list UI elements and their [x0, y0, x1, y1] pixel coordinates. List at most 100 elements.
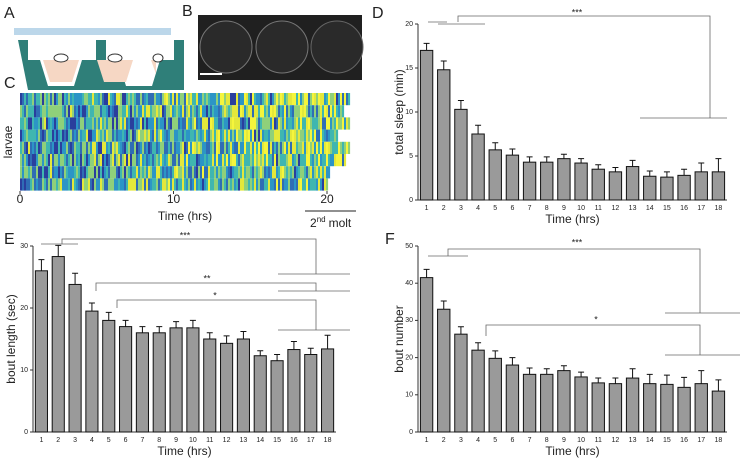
heat-stripe — [146, 178, 149, 191]
heat-stripe — [40, 141, 43, 154]
heat-stripe — [106, 178, 109, 191]
heat-stripe — [310, 178, 313, 191]
heat-stripe — [120, 154, 123, 167]
heat-stripe — [338, 105, 341, 118]
heat-stripe — [128, 141, 131, 154]
x-tick-label: 7 — [140, 437, 144, 444]
heat-stripe — [256, 178, 259, 191]
heat-stripe — [220, 129, 223, 142]
heat-stripe — [176, 105, 179, 118]
y-tick-label: 10 — [405, 109, 413, 116]
heat-stripe — [252, 93, 255, 106]
heat-stripe — [338, 154, 341, 167]
heat-stripe — [348, 117, 351, 130]
bar — [625, 166, 640, 201]
heat-stripe — [294, 166, 297, 179]
y-tick-label: 20 — [405, 354, 413, 361]
heat-stripe — [264, 154, 267, 167]
heat-stripe — [70, 105, 73, 118]
heat-stripe — [196, 117, 199, 130]
heat-stripe — [210, 117, 213, 130]
heat-stripe — [72, 141, 75, 154]
heat-stripe — [70, 178, 73, 191]
heat-stripe — [232, 178, 235, 191]
heat-stripe — [136, 129, 139, 142]
heat-stripe — [326, 178, 329, 191]
x-tick-label: 5 — [107, 437, 111, 444]
heat-stripe — [310, 141, 313, 154]
heat-stripe — [210, 166, 213, 179]
heat-stripe — [230, 141, 233, 154]
heat-stripe — [90, 129, 93, 142]
heat-stripe — [320, 178, 323, 191]
heat-stripe — [322, 117, 325, 130]
heat-stripe — [164, 93, 167, 106]
heat-stripe — [26, 154, 29, 167]
heat-stripe — [236, 166, 239, 179]
heat-stripe — [232, 141, 235, 154]
heat-stripe — [250, 166, 253, 179]
heat-stripe — [222, 117, 225, 130]
heat-stripe — [108, 93, 111, 106]
heat-stripe — [300, 166, 303, 179]
heat-stripe — [326, 93, 329, 106]
heat-stripe — [180, 93, 183, 106]
heat-stripe — [50, 93, 53, 106]
heat-stripe — [138, 117, 141, 130]
heat-stripe — [150, 141, 153, 154]
heat-stripe — [252, 154, 255, 167]
x-tick-label: 11 — [595, 437, 602, 444]
heat-stripe — [140, 93, 143, 106]
heat-stripe — [170, 105, 173, 118]
heat-stripe — [254, 93, 257, 106]
heat-stripe — [336, 154, 339, 167]
heat-stripe — [120, 117, 123, 130]
x-tick-label: 7 — [528, 205, 532, 212]
heat-stripe — [96, 105, 99, 118]
x-tick-label: 1 — [425, 205, 429, 212]
heat-stripe — [156, 166, 159, 179]
heat-stripe — [314, 178, 317, 191]
heat-stripe — [244, 154, 247, 167]
heat-stripe — [186, 166, 189, 179]
heat-stripe — [120, 178, 123, 191]
heat-stripe — [60, 178, 63, 191]
heat-stripe — [248, 117, 251, 130]
bar — [677, 174, 691, 201]
heat-stripe — [110, 154, 113, 167]
heat-stripe — [182, 105, 185, 118]
heat-stripe — [102, 129, 105, 142]
heat-stripe — [68, 154, 71, 167]
bar — [51, 256, 65, 433]
heat-stripe — [252, 141, 255, 154]
significance-bracket — [61, 238, 317, 274]
heat-stripe — [280, 166, 283, 179]
heat-stripe — [302, 105, 305, 118]
heat-stripe — [204, 129, 207, 142]
heat-stripe — [280, 154, 283, 167]
heat-stripe — [228, 154, 231, 167]
heat-stripe — [226, 117, 229, 130]
heat-stripe — [254, 141, 257, 154]
heat-stripe — [116, 117, 119, 130]
heat-stripe — [150, 178, 153, 191]
heat-stripe — [188, 166, 191, 179]
heat-stripe — [20, 93, 23, 106]
bar — [471, 349, 485, 433]
heat-stripe — [230, 93, 233, 106]
heat-stripe — [54, 117, 57, 130]
heat-stripe — [248, 105, 251, 118]
heat-stripe — [258, 178, 261, 191]
heat-stripe — [206, 141, 209, 154]
heat-stripe — [60, 166, 63, 179]
heat-stripe — [126, 166, 129, 179]
heat-stripe — [326, 154, 329, 167]
heat-stripe — [166, 178, 169, 191]
heat-stripe — [26, 105, 29, 118]
heat-stripe — [184, 141, 187, 154]
heat-stripe — [280, 105, 283, 118]
heat-stripe — [24, 178, 27, 191]
heat-stripe — [78, 178, 81, 191]
heat-stripe — [304, 178, 307, 191]
heat-stripe — [26, 93, 29, 106]
